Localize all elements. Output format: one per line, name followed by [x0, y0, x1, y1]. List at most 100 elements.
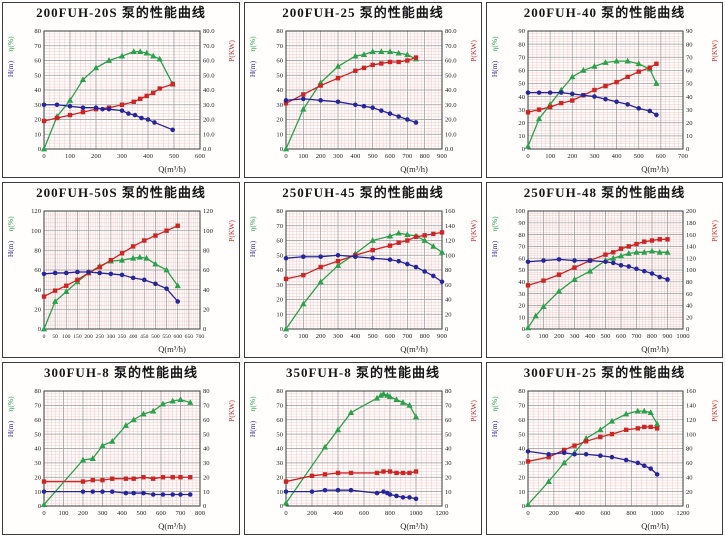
svg-text:20: 20: [518, 474, 525, 481]
chart-title: 200FUH-20S 泵的性能曲线: [36, 5, 206, 20]
svg-text:400: 400: [585, 333, 596, 340]
chart-panel-300fuh-8: 300FUH-8 泵的性能曲线 0 100 200 300 400 500 600 700 80…: [2, 362, 240, 535]
svg-text:50: 50: [518, 81, 525, 88]
svg-text:10: 10: [445, 489, 452, 496]
svg-text:0: 0: [686, 326, 690, 333]
svg-text:80.0: 80.0: [203, 28, 215, 35]
svg-text:100: 100: [545, 153, 556, 160]
svg-text:600: 600: [385, 153, 396, 160]
svg-text:50: 50: [518, 431, 525, 438]
svg-text:1200: 1200: [435, 510, 449, 517]
svg-text:0: 0: [43, 334, 46, 340]
svg-text:60: 60: [203, 417, 210, 424]
svg-text:30: 30: [518, 460, 525, 467]
svg-text:60: 60: [686, 291, 693, 298]
svg-text:700: 700: [402, 333, 413, 340]
svg-text:60: 60: [34, 417, 41, 424]
svg-text:H(m): H(m): [490, 420, 499, 437]
svg-text:Q(m³/h): Q(m³/h): [158, 344, 186, 354]
svg-text:60: 60: [445, 282, 452, 289]
chart-plot: 0 100 200 300 400 500 600 0 10 20 30 40 50 60 70 80 0.0 1…: [6, 28, 236, 174]
svg-text:80: 80: [686, 279, 693, 286]
svg-text:Q(m³/h): Q(m³/h): [641, 521, 669, 531]
svg-text:40: 40: [203, 446, 210, 453]
svg-text:800: 800: [385, 510, 396, 517]
svg-text:30.0: 30.0: [445, 102, 457, 109]
svg-text:0: 0: [686, 146, 690, 153]
svg-text:50: 50: [686, 81, 693, 88]
svg-text:0: 0: [526, 510, 530, 517]
svg-text:P(KW): P(KW): [227, 40, 236, 62]
svg-text:30: 30: [276, 460, 283, 467]
svg-text:400: 400: [143, 153, 154, 160]
svg-text:0: 0: [284, 153, 288, 160]
svg-text:550: 550: [162, 334, 171, 340]
svg-text:200: 200: [91, 153, 102, 160]
svg-text:P(KW): P(KW): [469, 400, 478, 422]
svg-text:60: 60: [276, 238, 283, 245]
svg-text:200: 200: [554, 333, 565, 340]
svg-text:650: 650: [185, 334, 194, 340]
svg-text:0.0: 0.0: [445, 146, 454, 153]
svg-text:700: 700: [632, 333, 643, 340]
svg-text:100: 100: [62, 334, 71, 340]
svg-text:0.0: 0.0: [203, 146, 212, 153]
svg-text:80: 80: [518, 41, 525, 48]
svg-text:200: 200: [549, 510, 560, 517]
chart-panel-200fuh-50s: 200FUH-50S 泵的性能曲线 0 50 100 150 200 250 300 350 4…: [2, 182, 240, 358]
svg-text:120: 120: [686, 417, 697, 424]
chart-panel-250fuh-48: 250FUH-48 泵的性能曲线 0 100 200 300 400 500 600 700 8…: [486, 182, 723, 358]
svg-text:700: 700: [678, 153, 689, 160]
svg-text:60: 60: [203, 267, 210, 274]
svg-text:70: 70: [518, 244, 525, 251]
svg-text:300: 300: [98, 510, 109, 517]
svg-text:100: 100: [539, 333, 550, 340]
svg-text:1000: 1000: [676, 333, 690, 340]
svg-text:40: 40: [34, 87, 41, 94]
svg-text:500: 500: [368, 333, 379, 340]
svg-text:400: 400: [333, 510, 344, 517]
svg-text:40: 40: [276, 267, 283, 274]
chart-title: 200FUH-25 泵的性能曲线: [282, 5, 444, 20]
svg-text:60: 60: [34, 58, 41, 65]
svg-text:250: 250: [96, 334, 105, 340]
svg-text:20.0: 20.0: [445, 117, 457, 124]
svg-text:80: 80: [445, 388, 452, 395]
svg-text:0: 0: [280, 503, 284, 510]
svg-text:70: 70: [445, 403, 452, 410]
svg-text:80: 80: [34, 248, 41, 255]
chart-panel-200fuh-20s: 200FUH-20S 泵的性能曲线 0 100 200 300 400 500 600 0 10…: [2, 2, 240, 178]
svg-text:20: 20: [518, 303, 525, 310]
svg-text:90: 90: [518, 220, 525, 227]
svg-text:30: 30: [276, 102, 283, 109]
svg-text:30: 30: [34, 102, 41, 109]
svg-text:η(%): η(%): [6, 36, 15, 52]
svg-text:40: 40: [276, 446, 283, 453]
svg-text:70: 70: [34, 403, 41, 410]
svg-text:100: 100: [515, 208, 526, 215]
svg-text:60: 60: [34, 267, 41, 274]
svg-text:P(KW): P(KW): [227, 400, 236, 422]
svg-text:200: 200: [567, 153, 578, 160]
svg-text:0: 0: [445, 503, 449, 510]
chart-title: 300FUH-8 泵的性能曲线: [43, 365, 199, 380]
svg-text:10: 10: [34, 489, 41, 496]
svg-text:400: 400: [350, 333, 361, 340]
svg-text:600: 600: [359, 510, 370, 517]
svg-text:50: 50: [34, 431, 41, 438]
svg-text:900: 900: [437, 333, 448, 340]
svg-text:300: 300: [333, 153, 344, 160]
svg-text:80: 80: [276, 28, 283, 35]
svg-text:10: 10: [518, 489, 525, 496]
chart-title: 200FUH-50S 泵的性能曲线: [36, 185, 206, 200]
svg-text:0: 0: [526, 153, 530, 160]
chart-title: 300FUH-25 泵的性能曲线: [523, 365, 686, 380]
svg-text:50.0: 50.0: [445, 72, 457, 79]
svg-text:40: 40: [686, 94, 693, 101]
svg-text:40: 40: [276, 87, 283, 94]
svg-text:140: 140: [686, 244, 697, 251]
svg-text:H(m): H(m): [248, 420, 257, 437]
svg-text:0: 0: [280, 146, 284, 153]
svg-text:100: 100: [31, 228, 42, 235]
svg-text:Q(m³/h): Q(m³/h): [400, 164, 428, 174]
